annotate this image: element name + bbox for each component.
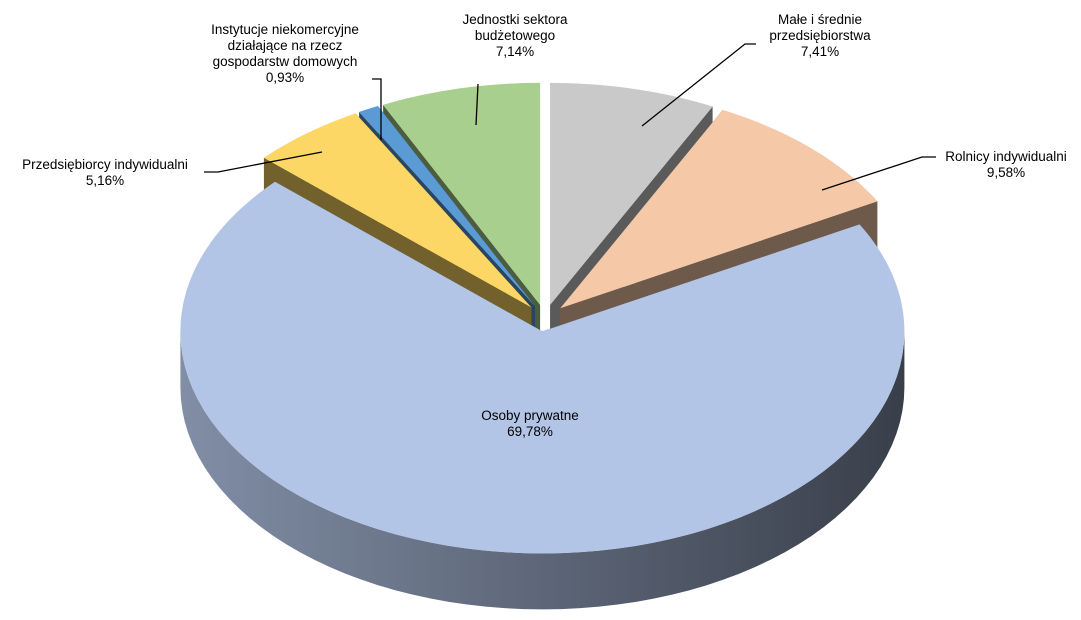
leader-line xyxy=(372,78,382,140)
leader-lines xyxy=(204,43,936,191)
label-value: 9,58% xyxy=(986,165,1026,180)
label-name: Jednostki sektora budżetowego xyxy=(462,12,568,43)
label: Instytucje niekomercyjne działające na r… xyxy=(190,22,380,86)
slice xyxy=(263,113,532,308)
label-name: Osoby prywatne xyxy=(481,408,579,423)
label-value: 5,16% xyxy=(85,173,125,188)
label: Osoby prywatne 69,78% xyxy=(440,408,620,440)
slice xyxy=(180,181,905,610)
slice xyxy=(180,181,905,554)
label-name: Instytucje niekomercyjne działające na r… xyxy=(211,22,359,69)
label-name: Przedsiębiorcy indywidualni xyxy=(22,157,188,172)
label-name: Małe i średnie przedsiębiorstwa xyxy=(769,12,871,43)
label: Małe i średnie przedsiębiorstwa 7,41% xyxy=(745,12,895,60)
leader-line xyxy=(641,43,756,127)
label: Rolnicy indywidualni 9,58% xyxy=(935,149,1077,181)
label: Jednostki sektora budżetowego 7,14% xyxy=(452,12,578,60)
leader-line xyxy=(475,83,479,126)
slice xyxy=(359,105,535,307)
leader-line xyxy=(204,151,323,173)
label-name: Rolnicy indywidualni xyxy=(945,149,1067,164)
label-value: 7,41% xyxy=(800,44,840,59)
leader-line xyxy=(821,156,936,191)
slice xyxy=(550,82,713,305)
label-value: 69,78% xyxy=(507,424,553,439)
slices xyxy=(180,82,905,610)
slice xyxy=(560,109,878,309)
label-value: 0,93% xyxy=(265,70,305,85)
slice xyxy=(383,82,541,305)
label: Przedsiębiorcy indywidualni 5,16% xyxy=(0,157,210,189)
label-value: 7,14% xyxy=(495,44,535,59)
slice-outer-wall xyxy=(180,331,905,610)
